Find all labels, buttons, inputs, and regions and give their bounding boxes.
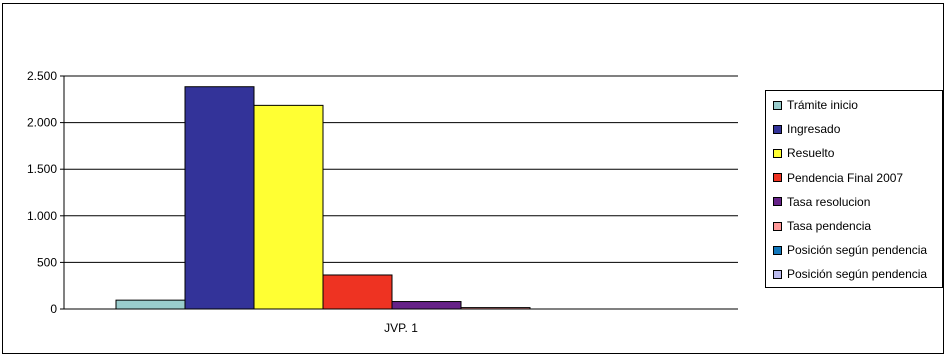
y-tick-label: 2.500 [27,69,57,83]
y-tick-label: 1.000 [27,209,57,223]
legend-swatch [773,100,782,110]
legend-swatch [773,197,782,207]
bar [184,86,255,310]
legend-label: Posición según pendencia [787,267,928,282]
legend-swatch [773,269,782,279]
legend-label: Ingresado [787,122,841,137]
legend-label: Tasa pendencia [787,219,872,233]
legend-label: Trámite inicio [787,98,858,112]
legend-label: Tasa resolucion [787,194,871,209]
bar [115,299,186,310]
y-tick-label: 2.000 [27,116,57,130]
legend-item: Posición según pendencia [773,242,927,258]
legend-swatch [773,221,782,231]
bar [460,307,531,310]
legend-item: Tasa pendencia [773,218,871,234]
legend: Trámite inicio Ingresado Resuelto Pendencia… [765,90,943,288]
legend-item: Resuelto [773,145,834,161]
legend-swatch [773,148,782,158]
legend-label: Pendencia Final 2007 [787,170,904,185]
x-tick-label: JVP. 1 [384,321,418,335]
legend-swatch [773,124,782,134]
legend-item: Trámite inicio [773,97,858,113]
legend-item: Pendencia Final 2007 [773,170,903,186]
legend-label: Posición según pendencia [787,243,928,258]
legend-item: Posición según pendencia [773,266,927,282]
bar [391,301,462,310]
y-tick-label: 1.500 [27,162,57,176]
legend-swatch [773,173,782,183]
legend-label: Resuelto [787,146,835,161]
legend-item: Ingresado [773,121,840,137]
bar [253,104,324,310]
legend-swatch [773,245,782,255]
y-tick-label: 0 [50,302,57,316]
bar [322,274,393,310]
legend-item: Tasa resolucion [773,194,870,210]
y-tick-label: 500 [37,255,57,269]
